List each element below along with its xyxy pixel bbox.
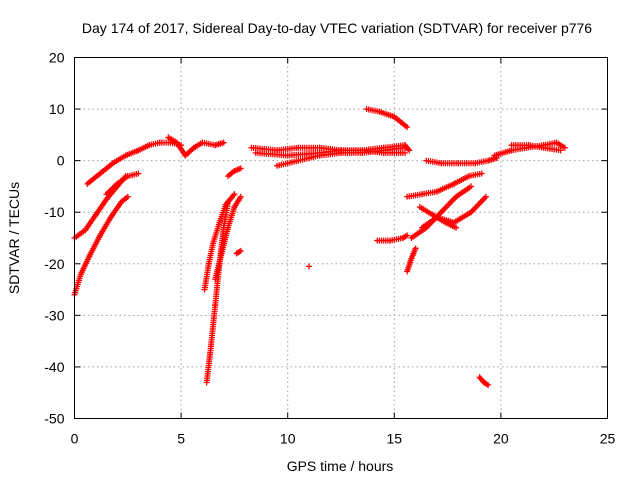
data-point [478, 170, 485, 177]
y-tick-label: 10 [49, 101, 65, 117]
x-tick-label: 15 [387, 431, 403, 447]
y-tick-label: 0 [57, 153, 65, 169]
series-arc-15 [306, 263, 313, 270]
chart-title: Day 174 of 2017, Sidereal Day-to-day VTE… [82, 20, 592, 36]
y-axis-tick-labels: 20 10 0 -10 -20 -30 -40 -50 [44, 50, 64, 427]
series-arc-17 [404, 245, 419, 275]
plot-frame [74, 57, 608, 419]
data-point [237, 193, 244, 200]
series-arc-14 [363, 106, 411, 131]
data-point [135, 170, 142, 177]
data-point [557, 147, 564, 154]
x-tick-label: 5 [177, 431, 185, 447]
y-tick-label: 20 [49, 50, 65, 66]
grid [74, 57, 608, 419]
series-arc-21 [416, 204, 460, 231]
data-point [406, 147, 413, 154]
data-point [482, 193, 489, 200]
series-arc-22 [423, 155, 500, 167]
data-point [401, 144, 408, 151]
x-axis-label: GPS time / hours [287, 458, 394, 474]
series-arc-16 [374, 232, 411, 244]
series-arc-5 [165, 134, 227, 159]
data-point [468, 183, 475, 190]
axis-ticks [74, 57, 608, 419]
data-point [124, 193, 131, 200]
y-tick-label: -50 [44, 411, 64, 427]
x-tick-label: 10 [280, 431, 296, 447]
series-arc-3 [103, 170, 142, 198]
y-tick-label: -20 [44, 256, 64, 272]
data-point [561, 144, 568, 151]
y-tick-label: -30 [44, 307, 64, 323]
series-arc-24 [508, 142, 564, 154]
data-point [220, 139, 227, 146]
data-points [71, 106, 568, 388]
data-point [231, 191, 238, 198]
series-arc-4 [84, 139, 185, 187]
x-tick-label: 25 [600, 431, 616, 447]
series-arc-10 [233, 247, 244, 257]
data-point [405, 146, 412, 153]
y-tick-label: -10 [44, 204, 64, 220]
series-arc-20 [419, 193, 489, 231]
series-arc-18 [404, 170, 485, 200]
data-point [412, 245, 419, 252]
x-tick-label: 20 [493, 431, 509, 447]
data-point [237, 165, 244, 172]
x-axis-tick-labels: 0 5 10 15 20 25 [71, 431, 616, 447]
series-arc-2 [71, 193, 131, 298]
data-point [485, 381, 492, 388]
data-point [306, 263, 313, 270]
data-point [237, 247, 244, 254]
series-arc-6 [203, 198, 232, 386]
data-point [453, 224, 460, 231]
series-arc-25 [476, 374, 492, 388]
x-tick-label: 0 [71, 431, 79, 447]
series-arc-8 [212, 193, 244, 283]
data-point [404, 124, 411, 131]
series-arc-7 [201, 191, 238, 293]
series-arc-9 [225, 165, 244, 180]
data-point [401, 149, 408, 156]
y-tick-label: -40 [44, 359, 64, 375]
series-arc-13 [274, 144, 408, 169]
data-point [404, 232, 411, 239]
y-axis-label: SDTVAR / TECUs [6, 182, 22, 294]
